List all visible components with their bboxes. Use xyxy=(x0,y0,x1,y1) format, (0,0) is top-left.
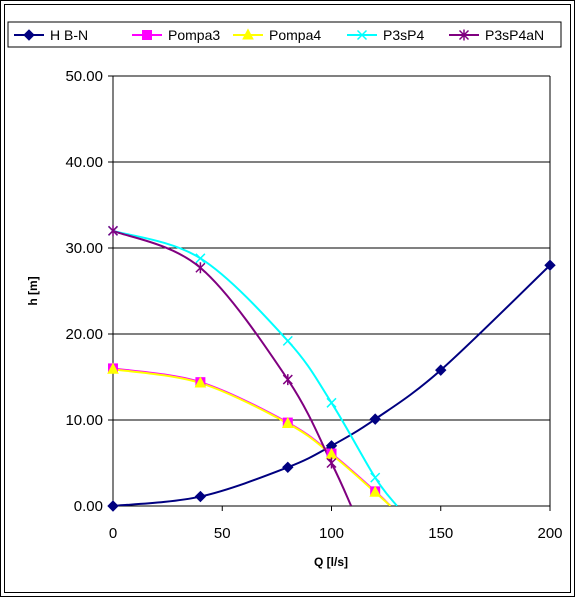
data-point-pompa4 xyxy=(369,485,382,497)
data-point-p3sp4 xyxy=(282,335,293,346)
legend-item-h-b-n: H B-N xyxy=(14,27,88,43)
y-tick-label: 0.00 xyxy=(74,498,103,515)
legend-item-p3sp4: P3sP4 xyxy=(347,27,424,43)
data-point-h-b-n xyxy=(544,259,556,271)
legend-marker xyxy=(142,30,152,40)
data-point-h-b-n xyxy=(194,490,207,503)
legend-label: Pompa4 xyxy=(269,27,321,43)
legend-marker xyxy=(458,29,470,41)
data-point-h-b-n xyxy=(435,364,447,376)
legend-item-p3sp4an: P3sP4aN xyxy=(449,27,544,43)
data-point-p3sp4an xyxy=(195,262,206,274)
legend-marker xyxy=(242,28,254,40)
data-point-p3sp4an xyxy=(326,457,337,469)
data-point-p3sp4 xyxy=(326,397,337,408)
legend-marker xyxy=(23,29,35,41)
series-line-pompa3 xyxy=(113,367,392,506)
data-point-h-b-n xyxy=(369,413,381,425)
y-tick-label: 40.00 xyxy=(65,154,103,171)
series-line-p3sp4 xyxy=(113,229,398,506)
data-point-p3sp4 xyxy=(195,253,206,264)
x-tick-label: 200 xyxy=(537,525,562,542)
legend-marker xyxy=(356,29,368,41)
y-axis-title: h [m] xyxy=(26,276,40,305)
plot-area: 0 50 100 150 200 0.00 10.00 20.00 30.00 40.00 50.… xyxy=(65,68,562,542)
series-line-h-b-n xyxy=(113,264,550,506)
data-point-pompa4 xyxy=(281,416,294,428)
y-tick-label: 20.00 xyxy=(65,326,103,343)
x-tick-label: 150 xyxy=(428,525,453,542)
data-point-h-b-n xyxy=(282,461,294,474)
legend-label: P3sP4aN xyxy=(485,27,544,43)
y-tick-label: 30.00 xyxy=(65,240,103,257)
data-point-p3sp4an xyxy=(107,225,119,237)
data-point-p3sp4an xyxy=(282,374,293,386)
legend-label: P3sP4 xyxy=(383,27,424,43)
data-point-h-b-n xyxy=(107,500,119,512)
legend-label: Pompa3 xyxy=(168,27,220,43)
legend-item-pompa3: Pompa3 xyxy=(132,27,220,43)
legend: H B-N Pompa3 Pompa4 P3sP4 P3sP4aN xyxy=(7,21,562,48)
chart-inner-frame xyxy=(4,4,571,593)
x-tick-label: 50 xyxy=(214,525,231,542)
x-tick-label: 100 xyxy=(319,525,344,542)
x-axis-title: Q [l/s] xyxy=(314,555,348,569)
legend-item-pompa4: Pompa4 xyxy=(233,27,321,43)
x-tick-label: 0 xyxy=(109,525,117,542)
data-point-pompa4 xyxy=(107,362,119,374)
series-line-pompa4 xyxy=(113,368,392,506)
series-line-p3sp4an xyxy=(113,229,353,506)
y-tick-label: 10.00 xyxy=(65,412,103,429)
data-point-pompa4 xyxy=(194,376,207,388)
y-tick-label: 50.00 xyxy=(65,68,103,85)
legend-label: H B-N xyxy=(50,27,88,43)
data-point-p3sp4 xyxy=(370,472,381,483)
